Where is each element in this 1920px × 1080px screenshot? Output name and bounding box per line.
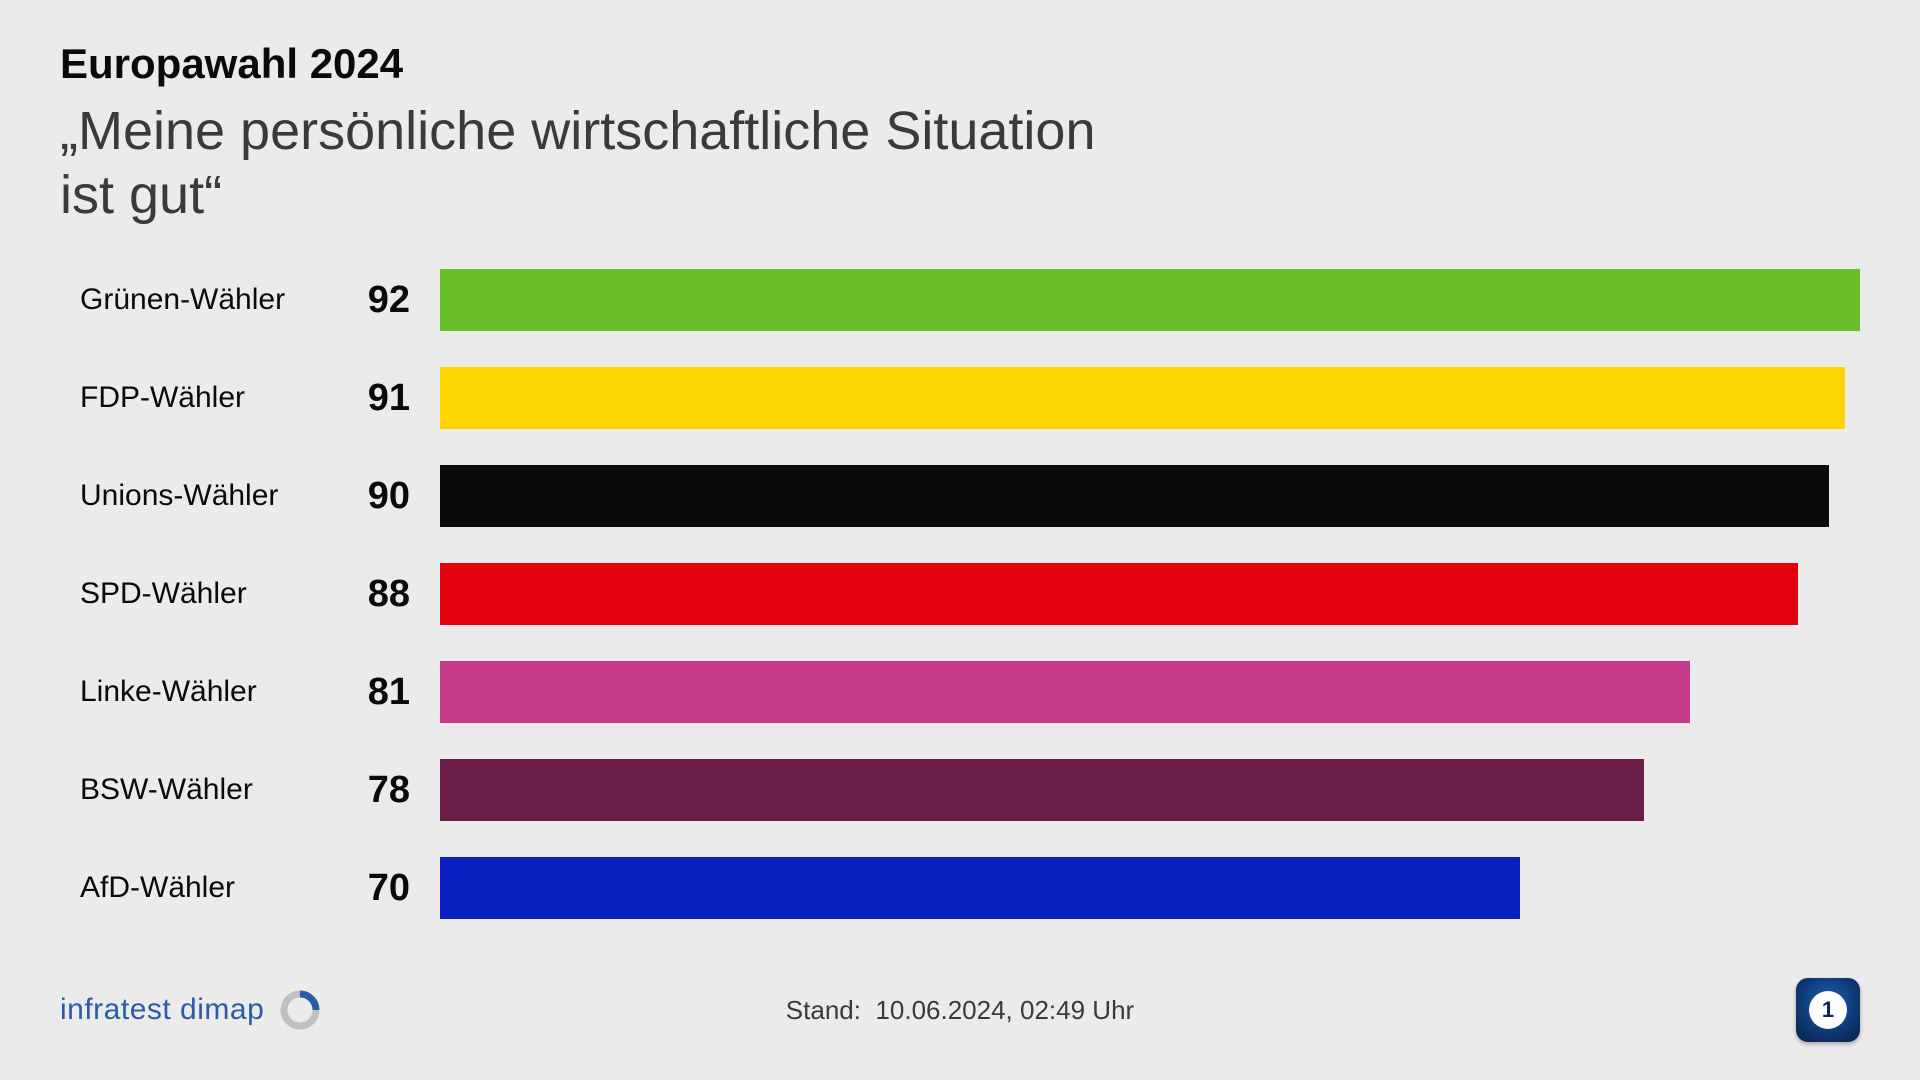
brand-block: infratest dimap: [60, 988, 322, 1032]
subtitle-line-2: ist gut“: [60, 165, 222, 225]
bar-fill: [440, 661, 1690, 723]
bar-value: 90: [350, 475, 440, 518]
brand-text: infratest dimap: [60, 993, 264, 1027]
page-root: Europawahl 2024 „Meine persönliche wirts…: [0, 0, 1920, 1080]
bar-chart: Grünen-Wähler92 FDP-Wähler91 Unions-Wähler…: [60, 257, 1860, 950]
bar-track: [440, 367, 1860, 429]
bar-track: [440, 465, 1860, 527]
bar-row: Grünen-Wähler92: [60, 269, 1860, 331]
page-subtitle: „Meine persönliche wirtschaftliche Situa…: [60, 100, 1860, 227]
bar-fill: [440, 563, 1798, 625]
page-title: Europawahl 2024: [60, 40, 1860, 88]
channel-badge-container: 1: [1796, 978, 1860, 1042]
bar-value: 91: [350, 377, 440, 420]
bar-label: FDP-Wähler: [60, 381, 350, 415]
bar-value: 92: [350, 279, 440, 322]
bar-value: 78: [350, 769, 440, 812]
ard-badge: 1: [1796, 978, 1860, 1042]
bar-label: Grünen-Wähler: [60, 283, 350, 317]
timestamp-label: Stand:: [786, 995, 861, 1025]
bar-label: Linke-Wähler: [60, 675, 350, 709]
bar-track: [440, 759, 1860, 821]
bar-label: Unions-Wähler: [60, 479, 350, 513]
bar-fill: [440, 465, 1829, 527]
bar-label: BSW-Wähler: [60, 773, 350, 807]
bar-row: FDP-Wähler91: [60, 367, 1860, 429]
subtitle-line-1: „Meine persönliche wirtschaftliche Situa…: [60, 101, 1096, 161]
ard-glyph: 1: [1809, 991, 1847, 1029]
footer: infratest dimap Stand: 10.06.2024, 02:49…: [60, 970, 1860, 1050]
brand-icon: [278, 988, 322, 1032]
bar-fill: [440, 759, 1644, 821]
bar-label: SPD-Wähler: [60, 577, 350, 611]
timestamp: Stand: 10.06.2024, 02:49 Uhr: [786, 995, 1134, 1026]
bar-row: Linke-Wähler81: [60, 661, 1860, 723]
bar-value: 81: [350, 671, 440, 714]
bar-fill: [440, 857, 1520, 919]
bar-track: [440, 269, 1860, 331]
bar-value: 70: [350, 867, 440, 910]
bar-track: [440, 661, 1860, 723]
bar-row: BSW-Wähler78: [60, 759, 1860, 821]
bar-track: [440, 857, 1860, 919]
bar-row: AfD-Wähler70: [60, 857, 1860, 919]
bar-fill: [440, 269, 1860, 331]
bar-label: AfD-Wähler: [60, 871, 350, 905]
timestamp-value: 10.06.2024, 02:49 Uhr: [875, 995, 1134, 1025]
bar-track: [440, 563, 1860, 625]
bar-row: SPD-Wähler88: [60, 563, 1860, 625]
bar-value: 88: [350, 573, 440, 616]
bar-fill: [440, 367, 1845, 429]
bar-row: Unions-Wähler90: [60, 465, 1860, 527]
